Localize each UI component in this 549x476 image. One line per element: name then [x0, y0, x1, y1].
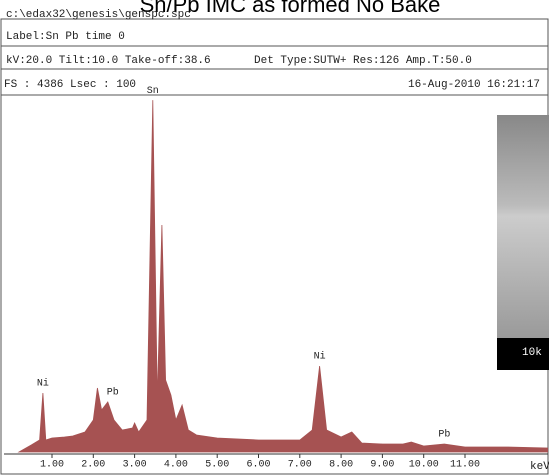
x-tick-label: 4.00: [164, 460, 188, 471]
spectrum: [17, 100, 548, 453]
peak-label: Ni: [314, 351, 326, 363]
x-tick-label: 6.00: [246, 460, 270, 471]
detector: Det Type:SUTW+ Res:126 Amp.T:50.0: [254, 55, 472, 67]
sem-label-bar: [497, 338, 549, 370]
x-axis-label: keV: [530, 461, 549, 473]
x-tick-label: 7.00: [288, 460, 312, 471]
peak-label: Ni: [37, 378, 49, 390]
x-tick-label: 10.00: [409, 460, 439, 471]
x-tick-label: 9.00: [370, 460, 394, 471]
peak-label: Sn: [147, 86, 159, 97]
x-tick-label: 11.00: [450, 460, 480, 471]
date: 16-Aug-2010 16:21:17: [408, 79, 540, 91]
sem-image: [497, 115, 549, 340]
x-tick-label: 2.00: [81, 460, 105, 471]
magnification: 10k: [522, 347, 542, 359]
file-path: c:\edax32\genesis\genspc.spc: [6, 9, 191, 21]
peak-label: Pb: [107, 387, 119, 399]
peak-label: Pb: [438, 429, 450, 441]
sample-label: Label:Sn Pb time 0: [6, 31, 125, 43]
x-tick-label: 3.00: [123, 460, 147, 471]
x-tick-label: 8.00: [329, 460, 353, 471]
full-scale: FS : 4386 Lsec : 100: [4, 79, 136, 91]
x-tick-label: 5.00: [205, 460, 229, 471]
chart-title: Sn/Pb IMC as formed No Bake: [140, 0, 441, 17]
x-tick-label: 1.00: [40, 460, 64, 471]
plot: 1.00 2.00 3.00 4.00 5.00 6.00 7.00 8.00 9.00 10.0…: [4, 86, 548, 471]
settings: kV:20.0 Tilt:10.0 Take-off:38.6: [6, 55, 211, 67]
